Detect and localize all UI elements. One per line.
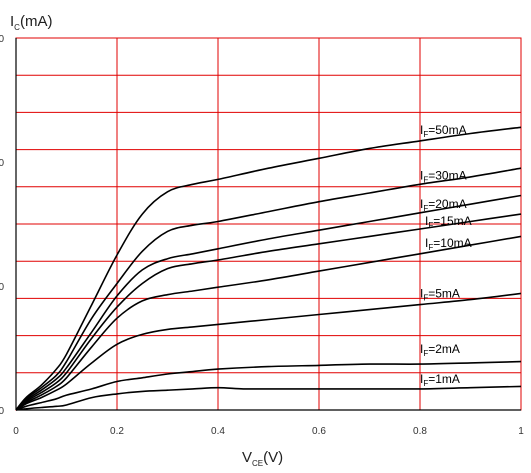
y-axis-ticks: 0 0 0 0 <box>0 34 4 417</box>
y-tick-label: 0 <box>0 158 4 169</box>
curve-15ma <box>15 213 522 411</box>
curve-5ma <box>15 292 522 411</box>
x-axis-title: VCE(V) <box>242 449 283 468</box>
y-tick-label: 0 <box>0 34 4 45</box>
series-label: IF=50mA <box>420 123 467 139</box>
curve-1ma <box>15 385 522 411</box>
plot-frame <box>15 37 522 411</box>
x-tick-label: 0.2 <box>110 426 124 437</box>
y-axis-title: IC(mA) <box>10 13 52 32</box>
curve-20ma <box>15 194 522 411</box>
x-axis-ticks: 0 0.2 0.4 0.6 0.8 1 <box>13 426 524 437</box>
series-label: IF=30mA <box>420 168 467 184</box>
series-label: IF=2mA <box>420 342 460 358</box>
x-tick-label: 0.6 <box>312 426 326 437</box>
series-label: IF=10mA <box>425 236 472 252</box>
x-tick-label: 0 <box>13 426 19 437</box>
curve-30ma <box>15 167 522 411</box>
x-tick-label: 0.8 <box>413 426 427 437</box>
x-tick-label: 0.4 <box>211 426 225 437</box>
y-tick-label: 0 <box>0 406 4 417</box>
y-tick-label: 0 <box>0 282 4 293</box>
series-label: IF=1mA <box>420 372 460 388</box>
series-label: IF=15mA <box>425 214 472 230</box>
series-label: IF=5mA <box>420 287 460 303</box>
curves <box>15 126 522 411</box>
series-label: IF=20mA <box>420 197 467 213</box>
x-tick-label: 1 <box>518 426 524 437</box>
curve-2ma <box>15 360 522 411</box>
curve-50ma <box>15 126 522 411</box>
curve-10ma <box>15 235 522 411</box>
